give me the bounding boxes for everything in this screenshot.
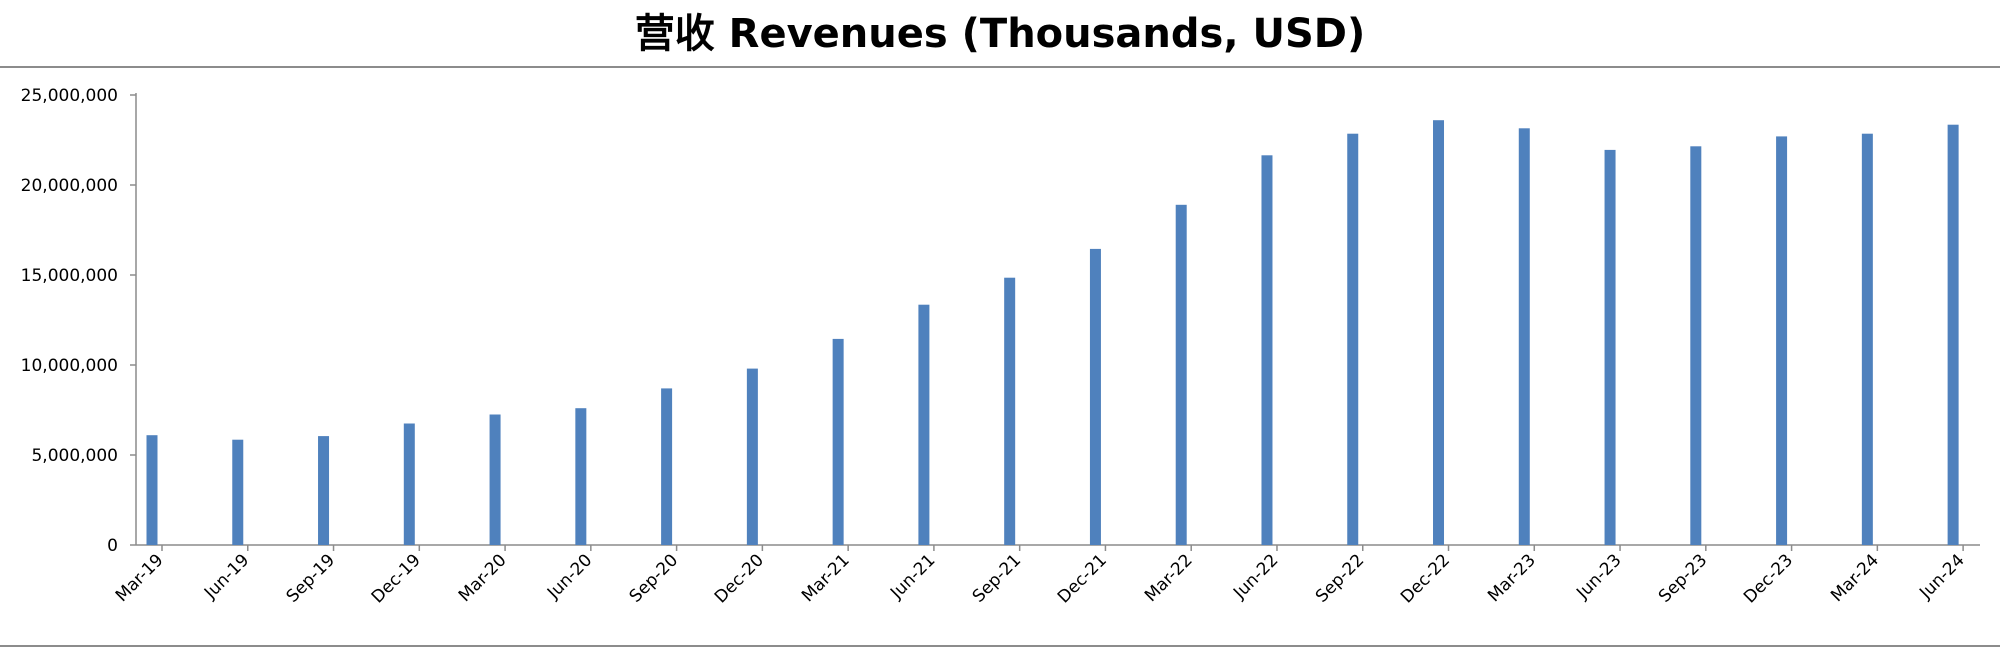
bar-sep-20 [661, 388, 673, 545]
x-tick-label: Mar-24 [1827, 550, 1883, 606]
y-tick-label: 20,000,000 [21, 176, 118, 196]
x-tick-label: Jun-24 [1915, 550, 1968, 603]
bar-dec-21 [1089, 248, 1101, 545]
y-axis: 0 5,000,000 10,000,000 15,000,000 20,000,000… [21, 86, 137, 556]
bar-dec-22 [1433, 120, 1445, 545]
bar-jun-23 [1604, 149, 1616, 545]
bar-mar-23 [1518, 128, 1530, 546]
top-divider [0, 66, 2000, 68]
bar-mar-19 [146, 435, 158, 545]
bar-dec-20 [746, 368, 758, 545]
x-tick-label: Jun-21 [886, 550, 939, 603]
bar-series [146, 120, 1959, 546]
x-tick-label: Sep-20 [626, 550, 682, 606]
bar-mar-20 [489, 414, 501, 545]
bar-dec-23 [1776, 136, 1788, 545]
bar-jun-21 [918, 304, 930, 545]
bar-jun-22 [1261, 155, 1273, 546]
bar-mar-22 [1175, 204, 1187, 546]
x-tick-label: Jun-22 [1229, 550, 1282, 603]
x-tick-label: Mar-20 [455, 550, 511, 606]
bar-mar-21 [832, 338, 844, 545]
bar-jun-24 [1947, 124, 1959, 545]
x-tick-label: Mar-19 [112, 550, 168, 606]
x-tick-label: Mar-23 [1484, 550, 1540, 606]
x-tick-label: Dec-20 [711, 550, 768, 607]
chart-title: 营收 Revenues (Thousands, USD) [634, 11, 1366, 57]
x-tick-label: Sep-21 [969, 550, 1025, 606]
bar-sep-21 [1004, 277, 1016, 545]
x-tick-label: Mar-22 [1141, 550, 1197, 606]
bar-sep-19 [318, 436, 330, 545]
x-tick-label: Dec-23 [1740, 550, 1797, 607]
x-tick-label: Sep-22 [1312, 550, 1368, 606]
x-tick-label: Jun-20 [543, 550, 596, 603]
x-tick-label: Jun-19 [200, 550, 253, 603]
x-tick-label: Mar-21 [798, 550, 854, 606]
y-tick-label: 0 [107, 536, 118, 556]
bar-jun-19 [232, 439, 244, 545]
x-tick-label: Sep-19 [283, 550, 339, 606]
x-tick-label: Dec-21 [1054, 550, 1111, 607]
bar-mar-24 [1861, 133, 1873, 545]
y-tick-label: 15,000,000 [21, 266, 118, 286]
bottom-divider [0, 645, 2000, 647]
bar-sep-22 [1347, 133, 1359, 545]
y-tick-label: 10,000,000 [21, 356, 118, 376]
y-tick-label: 25,000,000 [21, 86, 118, 106]
x-tick-label: Dec-19 [368, 550, 425, 607]
bar-sep-23 [1690, 146, 1702, 546]
x-tick-label: Sep-23 [1655, 550, 1711, 606]
x-tick-label: Dec-22 [1397, 550, 1454, 607]
x-tick-label: Jun-23 [1572, 550, 1625, 603]
y-tick-label: 5,000,000 [31, 446, 118, 466]
bar-jun-20 [575, 408, 587, 545]
bar-dec-19 [403, 423, 415, 545]
x-axis: Mar-19 Jun-19 Sep-19 Dec-19 Mar-20 Jun-20 Sep-… [112, 544, 1980, 607]
